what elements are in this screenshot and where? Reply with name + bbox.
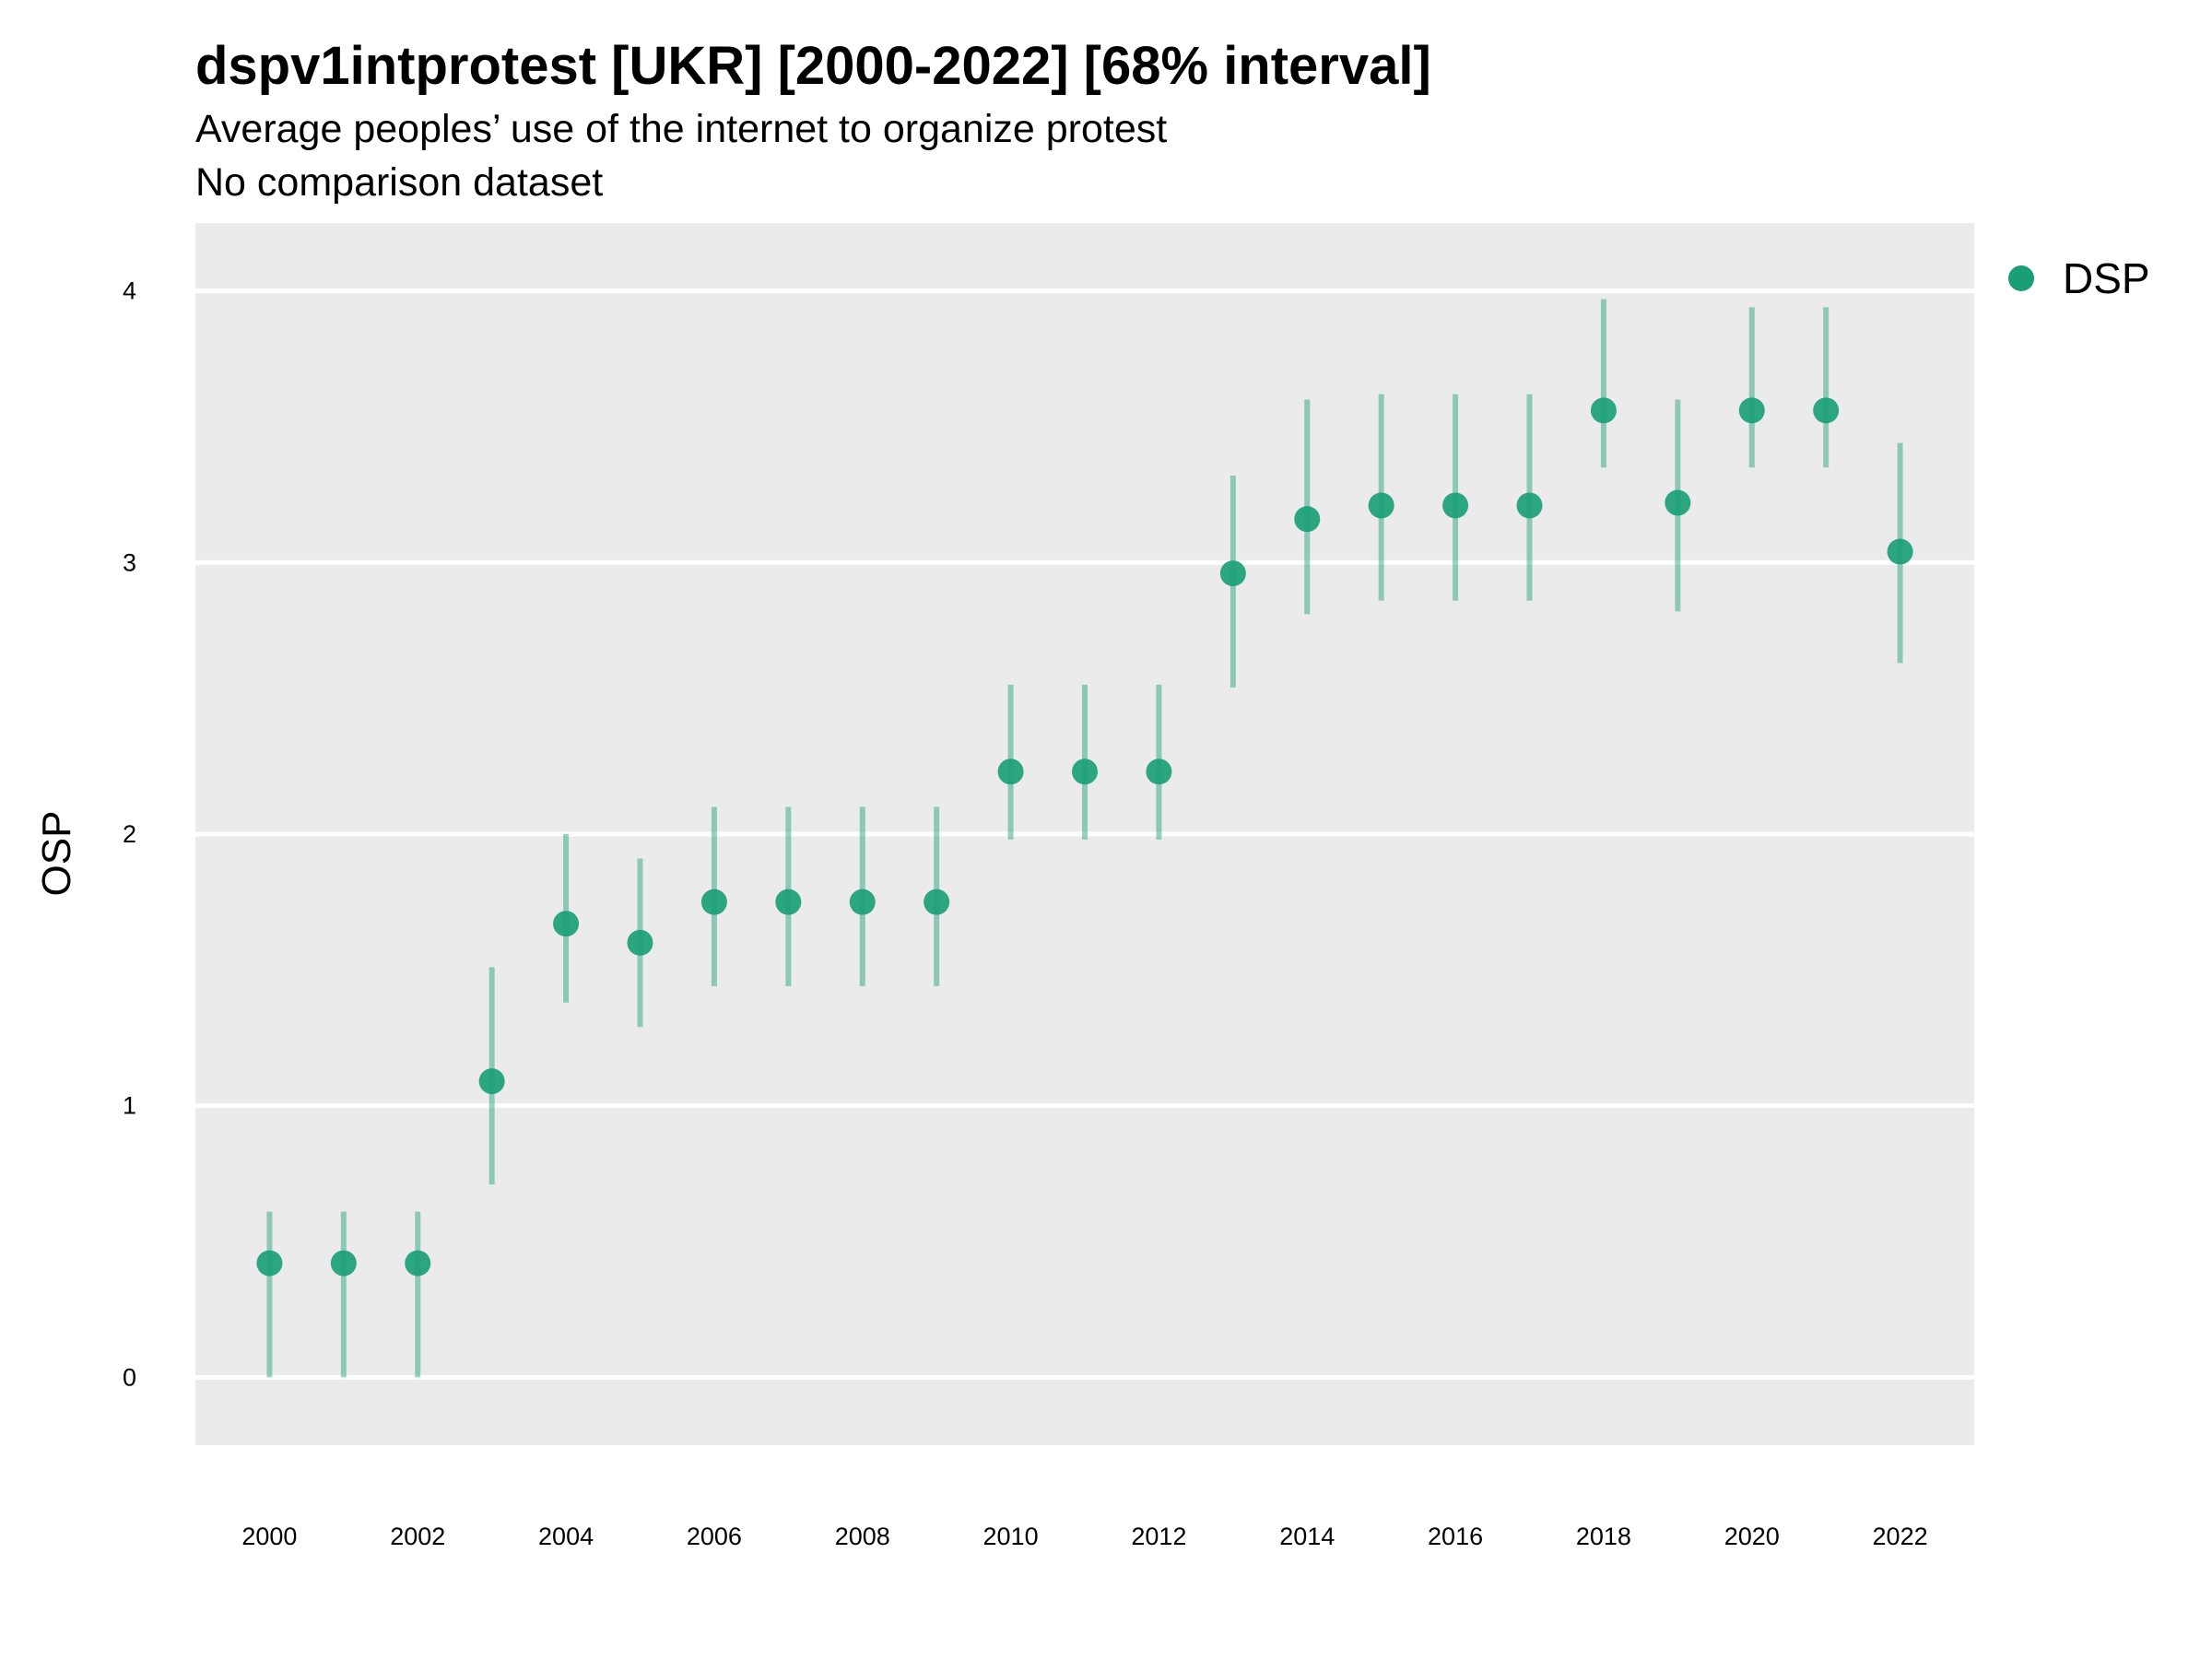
data-point bbox=[478, 1068, 505, 1095]
legend-label-dsp: DSP bbox=[2063, 254, 2150, 302]
chart-subtitle: Average peoples’ use of the internet to … bbox=[195, 107, 1168, 151]
data-point bbox=[1072, 759, 1098, 785]
data-point bbox=[1294, 506, 1321, 533]
y-tick-label: 1 bbox=[123, 1092, 136, 1120]
data-point bbox=[1590, 397, 1617, 424]
x-tick-label: 2020 bbox=[1724, 1523, 1780, 1550]
data-point bbox=[775, 888, 802, 915]
chart-title: dspv1intprotest [UKR] [2000-2022] [68% i… bbox=[195, 36, 1431, 96]
x-tick-label: 2002 bbox=[390, 1523, 445, 1550]
data-point bbox=[849, 888, 876, 915]
y-tick-label: 4 bbox=[123, 277, 136, 305]
data-point bbox=[1442, 492, 1469, 519]
data-point bbox=[1516, 492, 1543, 519]
y-axis-ticks: 0 1 2 3 4 bbox=[123, 277, 136, 1392]
data-point bbox=[553, 911, 580, 937]
data-point bbox=[405, 1250, 431, 1277]
data-point bbox=[700, 888, 727, 915]
x-tick-label: 2006 bbox=[687, 1523, 742, 1550]
grid-lines bbox=[195, 288, 1974, 1380]
x-tick-label: 2008 bbox=[835, 1523, 890, 1550]
x-tick-label: 2018 bbox=[1576, 1523, 1631, 1550]
legend-marker-dsp bbox=[2008, 265, 2034, 291]
data-point bbox=[997, 759, 1024, 785]
legend: DSP bbox=[2008, 254, 2150, 302]
chart-subtitle-comparison: No comparison dataset bbox=[195, 160, 604, 205]
y-tick-label: 0 bbox=[123, 1363, 136, 1391]
x-tick-label: 2000 bbox=[241, 1523, 297, 1550]
data-point bbox=[1887, 538, 1913, 565]
data-point bbox=[1665, 489, 1691, 516]
data-point bbox=[924, 888, 950, 915]
data-point bbox=[627, 929, 653, 956]
data-point bbox=[1146, 759, 1172, 785]
x-tick-label: 2014 bbox=[1279, 1523, 1335, 1550]
y-tick-label: 2 bbox=[123, 820, 136, 848]
data-point bbox=[256, 1250, 283, 1277]
data-point bbox=[1738, 397, 1765, 424]
x-tick-label: 2022 bbox=[1873, 1523, 1928, 1550]
y-tick-label: 3 bbox=[123, 548, 136, 576]
x-tick-label: 2010 bbox=[983, 1523, 1039, 1550]
data-point bbox=[1368, 492, 1394, 519]
data-point bbox=[1219, 560, 1246, 587]
x-tick-label: 2004 bbox=[538, 1523, 594, 1550]
x-tick-label: 2012 bbox=[1131, 1523, 1186, 1550]
data-points bbox=[256, 397, 1913, 1277]
data-point bbox=[1813, 397, 1840, 424]
x-tick-label: 2016 bbox=[1428, 1523, 1483, 1550]
x-axis-ticks: 2000 2002 2004 2006 2008 2010 2012 2014 2016 2018… bbox=[241, 1523, 1927, 1550]
data-point bbox=[330, 1250, 357, 1277]
y-axis-label: OSP bbox=[34, 811, 79, 897]
